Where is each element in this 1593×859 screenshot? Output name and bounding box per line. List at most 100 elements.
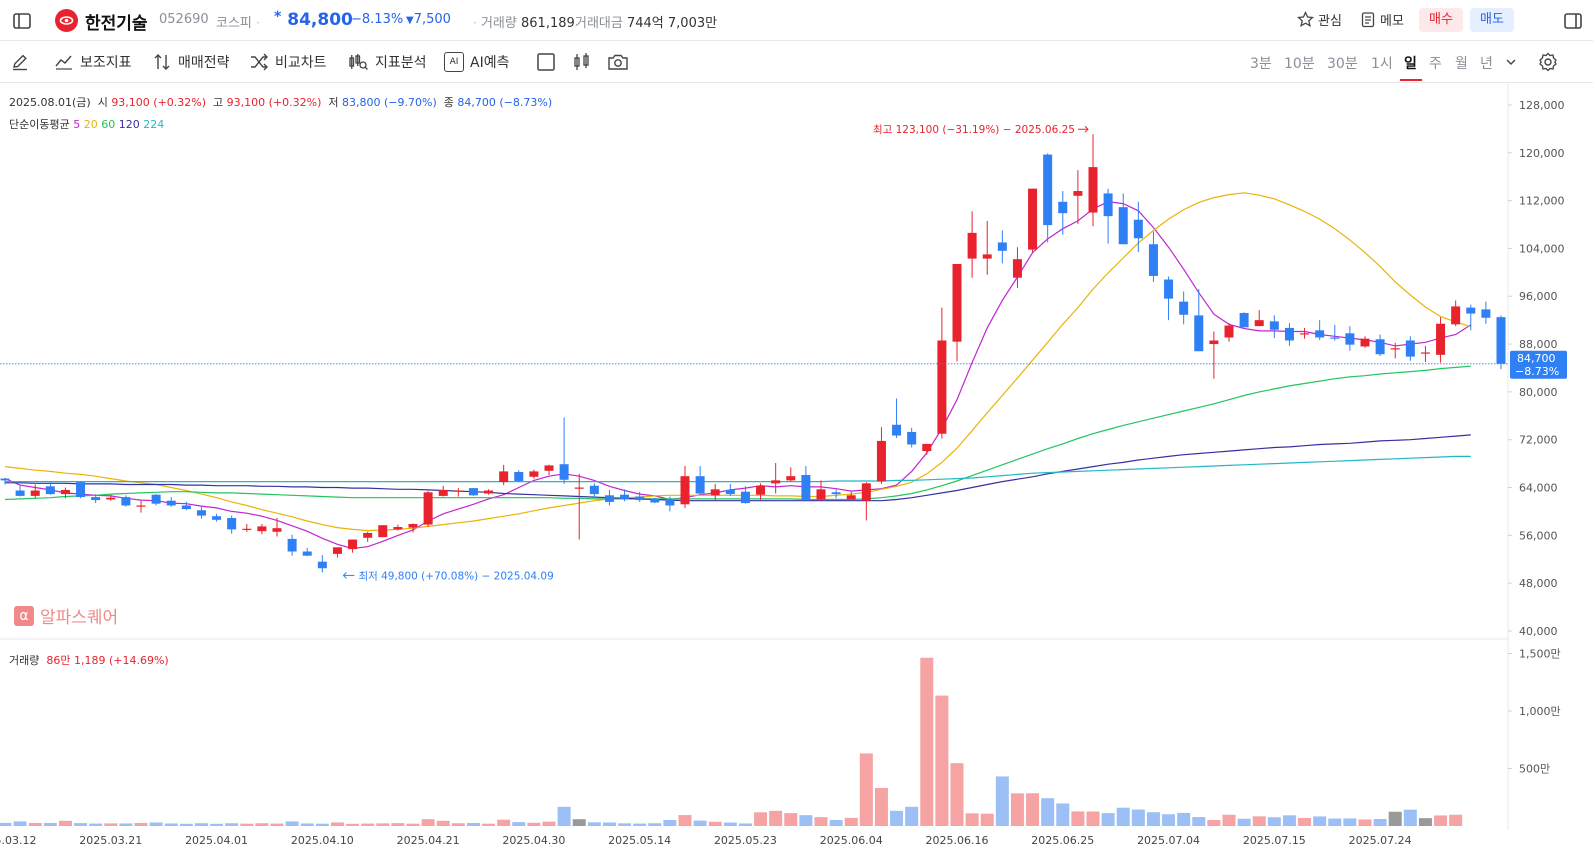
candle-body xyxy=(1345,333,1355,345)
volume-bar xyxy=(497,819,511,826)
volume-bar xyxy=(980,813,994,826)
candle-body xyxy=(1118,207,1128,245)
volume-bar xyxy=(1086,811,1100,826)
volume-bar xyxy=(527,822,541,826)
memo-button[interactable]: 메모 xyxy=(1360,10,1404,29)
candle-body xyxy=(317,561,327,569)
candle-body xyxy=(650,498,660,503)
volume-bar xyxy=(814,817,828,826)
volume-bar xyxy=(1146,812,1160,826)
price-chart[interactable]: 40,000 48,000 56,000 64,000 72,000 80,000 88,0… xyxy=(0,83,1593,859)
y-tick-label: 72,000 xyxy=(1519,434,1558,447)
chart-toolbar xyxy=(0,41,1593,83)
volume-bar xyxy=(330,822,344,826)
volume-bar xyxy=(1041,798,1055,826)
candle-body xyxy=(710,489,720,496)
candle-body xyxy=(1179,301,1189,315)
candle-body xyxy=(332,547,342,554)
candle-body xyxy=(952,263,962,342)
candle-body xyxy=(559,464,569,480)
volume-bar xyxy=(1131,809,1145,826)
ai-chip-icon: AI xyxy=(444,52,464,72)
candle-body xyxy=(1058,201,1068,214)
compare-button[interactable]: 비교차트 xyxy=(249,52,327,72)
x-tick-label: 2025.05.23 xyxy=(714,834,777,847)
volume-bar xyxy=(1418,818,1432,826)
volume-bar xyxy=(1237,818,1251,826)
candle-body xyxy=(589,485,599,495)
sell-button[interactable]: 매도 xyxy=(1470,8,1514,32)
candle-body xyxy=(756,485,766,495)
volume-bar xyxy=(1282,815,1296,826)
candle-body xyxy=(1405,340,1415,357)
volume-bar xyxy=(315,823,329,826)
ma-5-label: 5 xyxy=(73,118,81,131)
candle-body xyxy=(544,465,554,471)
strategy-button[interactable]: 매매전략 xyxy=(152,52,230,72)
volume-bar xyxy=(1010,793,1024,826)
candle-body xyxy=(801,474,811,500)
volume-bar xyxy=(1343,818,1357,826)
period-day[interactable]: 일 xyxy=(1404,56,1417,72)
volume-bar xyxy=(829,820,843,826)
right-panel-toggle-icon[interactable] xyxy=(1560,8,1586,34)
volume-bar xyxy=(1056,803,1070,826)
volume-bar xyxy=(799,815,813,826)
candle-body xyxy=(1300,333,1310,335)
volume-bar xyxy=(859,753,873,826)
period-3min[interactable]: 3분 xyxy=(1250,56,1272,72)
watermark: α 알파스퀘어 xyxy=(14,603,118,628)
candle-body xyxy=(1194,315,1204,352)
stock-name[interactable]: 한전기술 xyxy=(85,14,148,34)
chevron-down-icon[interactable] xyxy=(1504,55,1518,69)
period-month[interactable]: 월 xyxy=(1455,56,1468,72)
volume-bar xyxy=(1192,817,1206,826)
volume-bar xyxy=(376,823,390,826)
volume-bar xyxy=(104,823,118,826)
watch-button[interactable]: 관심 xyxy=(1297,10,1342,29)
volume-bar xyxy=(995,776,1009,826)
period-30min[interactable]: 30분 xyxy=(1327,56,1358,72)
gear-icon[interactable] xyxy=(1537,51,1559,73)
low-annotation: 최저 49,800 (+70.08%) − 2025.04.09 xyxy=(358,570,553,582)
x-tick-label: 2025.07.24 xyxy=(1349,834,1412,847)
candle-body xyxy=(1224,325,1234,338)
period-1hour[interactable]: 1시 xyxy=(1371,56,1393,72)
analysis-button[interactable]: 지표분석 xyxy=(347,52,427,72)
indicator-line-icon xyxy=(54,52,74,72)
candle-body xyxy=(907,431,917,445)
candle-body xyxy=(997,242,1007,251)
candle-body xyxy=(76,482,86,498)
period-10min[interactable]: 10분 xyxy=(1284,56,1315,72)
candle-body xyxy=(1375,339,1385,355)
buy-button[interactable]: 매수 xyxy=(1419,8,1463,32)
chart-type-button[interactable] xyxy=(572,52,592,72)
active-period-underline xyxy=(1400,79,1422,81)
draw-tool-button[interactable] xyxy=(10,52,30,72)
volume-bar xyxy=(633,823,647,826)
volume-bar xyxy=(905,806,919,826)
candle-body xyxy=(937,340,947,434)
candle-body xyxy=(287,538,297,552)
candle-body xyxy=(1088,167,1098,213)
ai-predict-button[interactable]: AI AI예측 xyxy=(444,52,509,72)
period-year[interactable]: 년 xyxy=(1480,56,1493,72)
square-tool-button[interactable] xyxy=(536,52,556,72)
candle-body xyxy=(529,471,539,477)
ma-legend[interactable]: 단순이동평균 5 20 60 120 224 xyxy=(9,118,165,131)
volume-bar xyxy=(708,821,722,826)
indicators-button[interactable]: 보조지표 xyxy=(54,52,132,72)
ohlc-legend: 2025.08.01(금) 시 93,100 (+0.32%) 고 93,100… xyxy=(9,96,553,109)
volume-bar xyxy=(89,823,103,826)
candle-body xyxy=(816,489,826,500)
volume-bar xyxy=(1177,812,1191,826)
left-panel-toggle-icon[interactable] xyxy=(9,8,35,34)
period-week[interactable]: 주 xyxy=(1429,56,1442,72)
candle-body xyxy=(121,497,131,506)
candle-body xyxy=(1481,309,1491,318)
candle-body xyxy=(45,486,55,495)
screenshot-button[interactable] xyxy=(607,52,629,72)
volume-bar xyxy=(134,823,148,826)
volume-bar xyxy=(648,823,662,826)
volume-bar xyxy=(663,820,677,826)
